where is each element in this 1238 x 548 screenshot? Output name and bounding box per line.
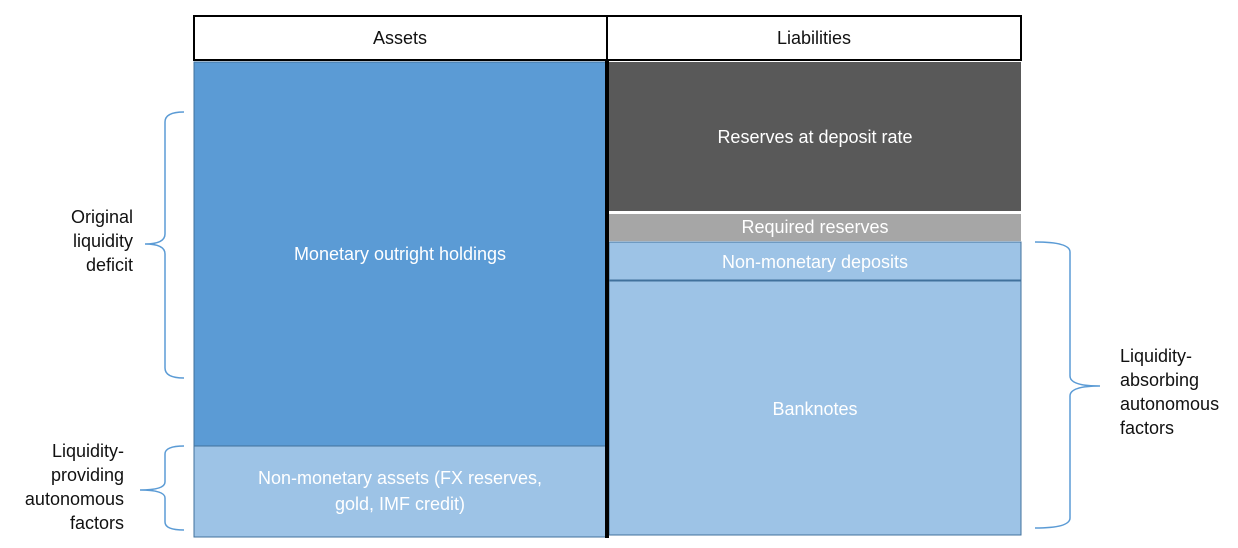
asset-block: [193, 445, 608, 538]
bracket: [1034, 241, 1101, 529]
liability-block: [609, 62, 1021, 211]
liability-block: [609, 214, 1021, 241]
header-label: Liabilities: [777, 28, 851, 48]
bracket-label: providing: [51, 465, 124, 485]
asset-block: [193, 61, 608, 447]
bracket-label: factors: [1120, 418, 1174, 438]
bracket-label: Liquidity-: [1120, 346, 1192, 366]
block-label: Non-monetary deposits: [722, 252, 908, 272]
block-label: Non-monetary assets (FX reserves,: [258, 468, 542, 488]
bracket-label: Original: [71, 207, 133, 227]
bracket: [144, 111, 185, 379]
liability-block: [608, 280, 1022, 536]
bracket-label: liquidity: [73, 231, 133, 251]
block-label: Reserves at deposit rate: [717, 127, 912, 147]
bracket-label: factors: [70, 513, 124, 533]
block-label: Required reserves: [741, 217, 888, 237]
bracket-label: autonomous: [25, 489, 124, 509]
block-label: Banknotes: [772, 399, 857, 419]
header-label: Assets: [373, 28, 427, 48]
bracket: [139, 445, 185, 531]
block-label: Monetary outright holdings: [294, 244, 506, 264]
bracket-label: deficit: [86, 255, 133, 275]
header-cell: [606, 15, 1022, 61]
header-cell: [193, 15, 608, 61]
bracket-label: absorbing: [1120, 370, 1199, 390]
liability-block: [608, 241, 1022, 281]
block-label: gold, IMF credit): [335, 494, 465, 514]
bracket-label: autonomous: [1120, 394, 1219, 414]
bracket-label: Liquidity-: [52, 441, 124, 461]
